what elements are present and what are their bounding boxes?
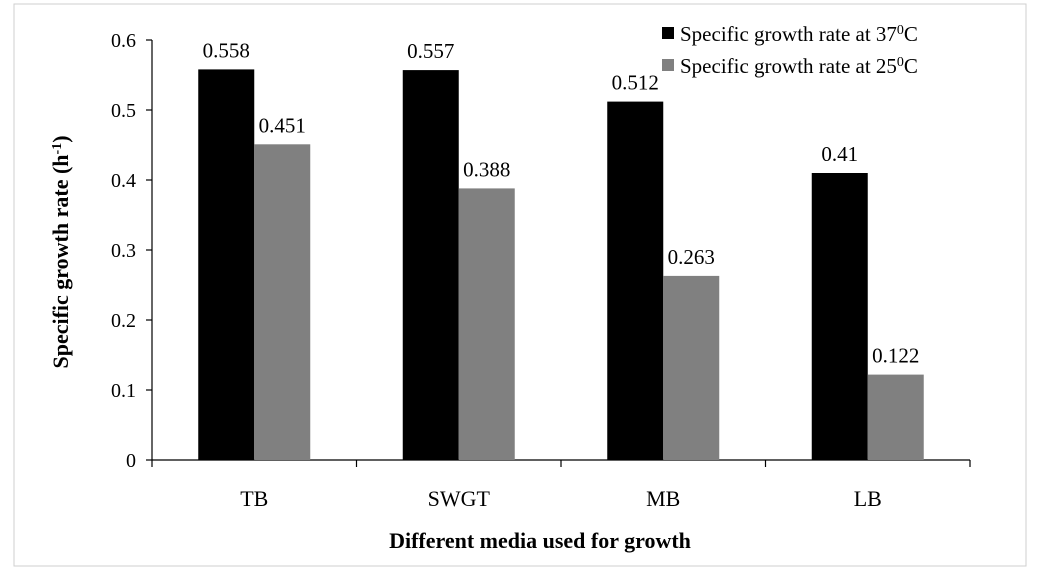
- bar: [402, 70, 459, 460]
- y-axis-title: Specific growth rate (h-1): [48, 135, 73, 368]
- bar: [254, 144, 311, 461]
- data-label: 0.388: [463, 157, 510, 181]
- legend-label-37c-sup: 0: [897, 23, 904, 38]
- y-tick-label: 0.5: [111, 100, 136, 122]
- chart-frame: [13, 3, 1027, 567]
- bar: [607, 101, 664, 460]
- legend-swatch-25c: [662, 59, 674, 71]
- legend-label-25c-main: Specific growth rate at 25: [680, 54, 897, 78]
- y-tick-label: 0: [126, 450, 136, 472]
- legend-label-25c-sup: 0: [897, 55, 904, 70]
- bar: [458, 188, 515, 460]
- y-tick-label: 0.4: [111, 170, 136, 192]
- plot-area: 0 0.1 0.2 0.3 0.4 0.5 0.6 TB 0.558 0.451 SWGT 0.557…: [111, 30, 971, 511]
- y-tick-label: 0.1: [111, 380, 136, 402]
- data-label: 0.558: [203, 38, 250, 62]
- data-label: 0.41: [821, 142, 858, 166]
- x-tick-label: LB: [854, 486, 882, 511]
- bar: [867, 374, 924, 460]
- x-axis-title: Different media used for growth: [389, 528, 691, 553]
- legend-label-25c: Specific growth rate at 250C: [680, 54, 918, 78]
- data-label: 0.451: [259, 113, 306, 137]
- legend-label-37c-main: Specific growth rate at 37: [680, 22, 897, 46]
- data-label: 0.512: [612, 71, 659, 95]
- x-tick-label: TB: [240, 486, 268, 511]
- y-tick-label: 0.3: [111, 240, 136, 262]
- bar: [811, 173, 868, 460]
- legend: Specific growth rate at 370C Specific gr…: [662, 22, 918, 78]
- legend-swatch-37c: [662, 27, 674, 39]
- legend-label-25c-end: C: [904, 54, 918, 78]
- data-label: 0.557: [407, 39, 454, 63]
- y-axis-title-sup: -1: [50, 143, 65, 155]
- bar: [198, 69, 255, 461]
- legend-label-37c-end: C: [904, 22, 918, 46]
- data-label: 0.122: [872, 344, 919, 368]
- y-tick-label: 0.6: [111, 30, 136, 52]
- y-axis-title-main: Specific growth rate (h: [48, 154, 73, 368]
- legend-label-37c: Specific growth rate at 370C: [680, 22, 918, 46]
- y-axis-title-end: ): [48, 135, 73, 142]
- y-tick-label: 0.2: [111, 310, 136, 332]
- bar: [663, 275, 720, 460]
- data-label: 0.263: [668, 245, 715, 269]
- x-tick-label: MB: [646, 486, 680, 511]
- x-tick-label: SWGT: [428, 486, 491, 511]
